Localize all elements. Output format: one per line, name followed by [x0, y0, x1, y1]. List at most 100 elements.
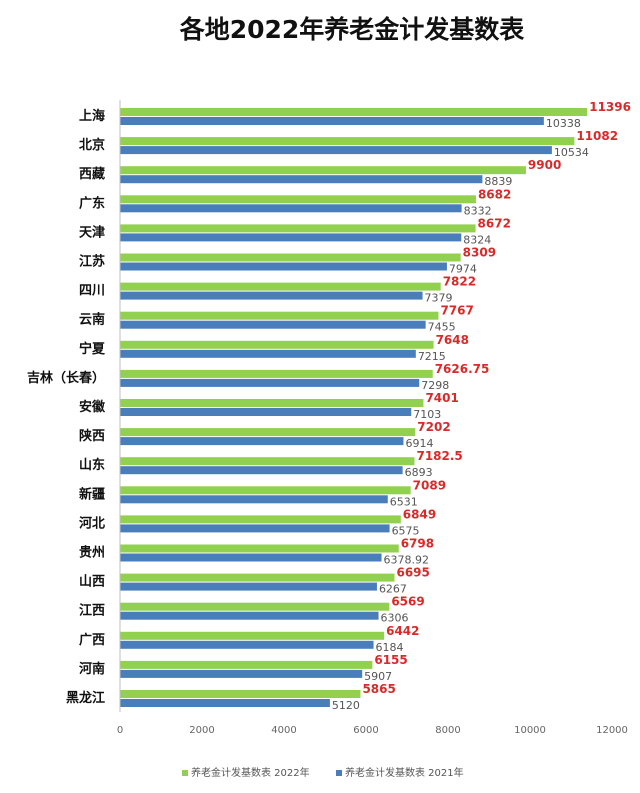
data-label-2021: 6914 — [405, 437, 433, 450]
data-label-2022: 6569 — [391, 595, 424, 609]
data-label-2021: 6306 — [381, 612, 409, 625]
data-label-2022: 5865 — [362, 682, 395, 696]
data-label-2022: 7822 — [443, 275, 476, 289]
x-tick-label: 10000 — [514, 725, 546, 736]
bar-2021 — [120, 582, 377, 591]
data-label-2021: 6531 — [390, 495, 418, 508]
data-label-2022: 6155 — [374, 653, 407, 667]
category-label: 安徽 — [79, 399, 106, 415]
bar-2021 — [120, 349, 416, 358]
legend-label: 养老金计发基数表 2022年 — [191, 766, 310, 779]
data-label-2022: 7626.75 — [435, 362, 490, 376]
legend: 养老金计发基数表 2022年 养老金计发基数表 2021年 — [182, 766, 464, 779]
bar-2022 — [120, 515, 401, 524]
data-label-2022: 6849 — [403, 507, 436, 521]
bars-group — [120, 108, 588, 707]
data-label-2021: 7215 — [418, 350, 446, 363]
bar-2021 — [120, 437, 404, 446]
data-label-2022: 7089 — [413, 478, 446, 492]
data-label-2021: 5907 — [364, 670, 392, 683]
bar-2022 — [120, 340, 434, 349]
data-label-2022: 11082 — [576, 129, 618, 143]
data-label-2021: 6378.92 — [384, 554, 430, 567]
category-label: 河北 — [79, 515, 105, 531]
category-label: 宁夏 — [79, 341, 106, 357]
x-tick-label: 0 — [117, 725, 123, 736]
bar-2022 — [120, 311, 439, 320]
bar-2021 — [120, 204, 462, 213]
data-label-2022: 6798 — [401, 537, 434, 551]
bar-2022 — [120, 428, 416, 437]
data-label-2021: 7974 — [449, 263, 477, 276]
bar-2021 — [120, 524, 390, 533]
bar-2021 — [120, 291, 423, 300]
data-label-2021: 6575 — [392, 524, 420, 537]
category-label: 陕西 — [79, 428, 105, 444]
category-label: 河南 — [79, 661, 105, 677]
bar-2022 — [120, 457, 415, 466]
bar-2022 — [120, 399, 424, 407]
x-axis: 0 2000 4000 6000 8000 10000 12000 — [117, 100, 628, 736]
bar-2021 — [120, 233, 462, 242]
bar-2022 — [120, 166, 526, 175]
category-label: 黑龙江 — [66, 690, 105, 706]
data-label-2022: 7648 — [436, 333, 469, 347]
bar-2022 — [120, 108, 588, 116]
bar-2022 — [120, 253, 461, 262]
bar-2022 — [120, 573, 395, 582]
data-label-2022: 8672 — [478, 216, 511, 230]
bar-2021 — [120, 117, 544, 125]
data-label-2022: 6442 — [386, 624, 419, 638]
bar-2021 — [120, 408, 412, 416]
legend-label: 养老金计发基数表 2021年 — [345, 766, 464, 779]
category-label: 上海 — [79, 108, 105, 124]
data-label-2021: 8332 — [464, 204, 492, 217]
data-label-2021: 7379 — [425, 292, 453, 305]
category-label: 江苏 — [79, 254, 105, 270]
bar-2021 — [120, 262, 447, 271]
bar-2022 — [120, 631, 385, 640]
data-label-2021: 6893 — [405, 466, 433, 479]
x-tick-label: 6000 — [353, 725, 378, 736]
category-label: 吉林（长春） — [27, 370, 105, 386]
data-label-2022: 7202 — [417, 420, 450, 434]
category-label: 新疆 — [79, 486, 105, 502]
bar-2022 — [120, 137, 575, 146]
data-label-2021: 6267 — [379, 583, 407, 596]
bar-2022 — [120, 602, 390, 611]
data-label-2022: 7767 — [440, 304, 473, 318]
category-label: 广西 — [79, 632, 105, 648]
data-label-2022: 7182.5 — [416, 449, 462, 463]
bar-2022 — [120, 690, 361, 698]
bar-2022 — [120, 544, 399, 553]
bar-2021 — [120, 146, 552, 155]
category-label: 山西 — [79, 574, 105, 590]
bar-2021 — [120, 611, 379, 620]
data-label-2021: 7298 — [421, 379, 449, 392]
data-label-2022: 7401 — [425, 391, 458, 405]
legend-swatch — [182, 770, 188, 776]
legend-swatch — [336, 770, 342, 776]
bar-2022 — [120, 660, 373, 669]
bar-2021 — [120, 320, 426, 329]
data-label-2022: 6695 — [396, 566, 429, 580]
x-tick-label: 12000 — [596, 725, 628, 736]
bar-2022 — [120, 195, 476, 204]
data-label-2021: 10534 — [554, 146, 589, 159]
x-tick-label: 4000 — [271, 725, 296, 736]
data-label-2022: 8682 — [478, 187, 511, 201]
data-label-2022: 9900 — [528, 158, 561, 172]
data-label-2021: 5120 — [332, 699, 360, 712]
category-label: 广东 — [79, 195, 105, 211]
bar-2021 — [120, 553, 382, 562]
bar-2022 — [120, 369, 433, 378]
bar-2021 — [120, 175, 483, 184]
data-label-2021: 6184 — [376, 641, 404, 654]
x-tick-label: 2000 — [189, 725, 214, 736]
data-label-2021: 8324 — [463, 233, 491, 246]
data-label-2021: 10338 — [546, 117, 581, 130]
